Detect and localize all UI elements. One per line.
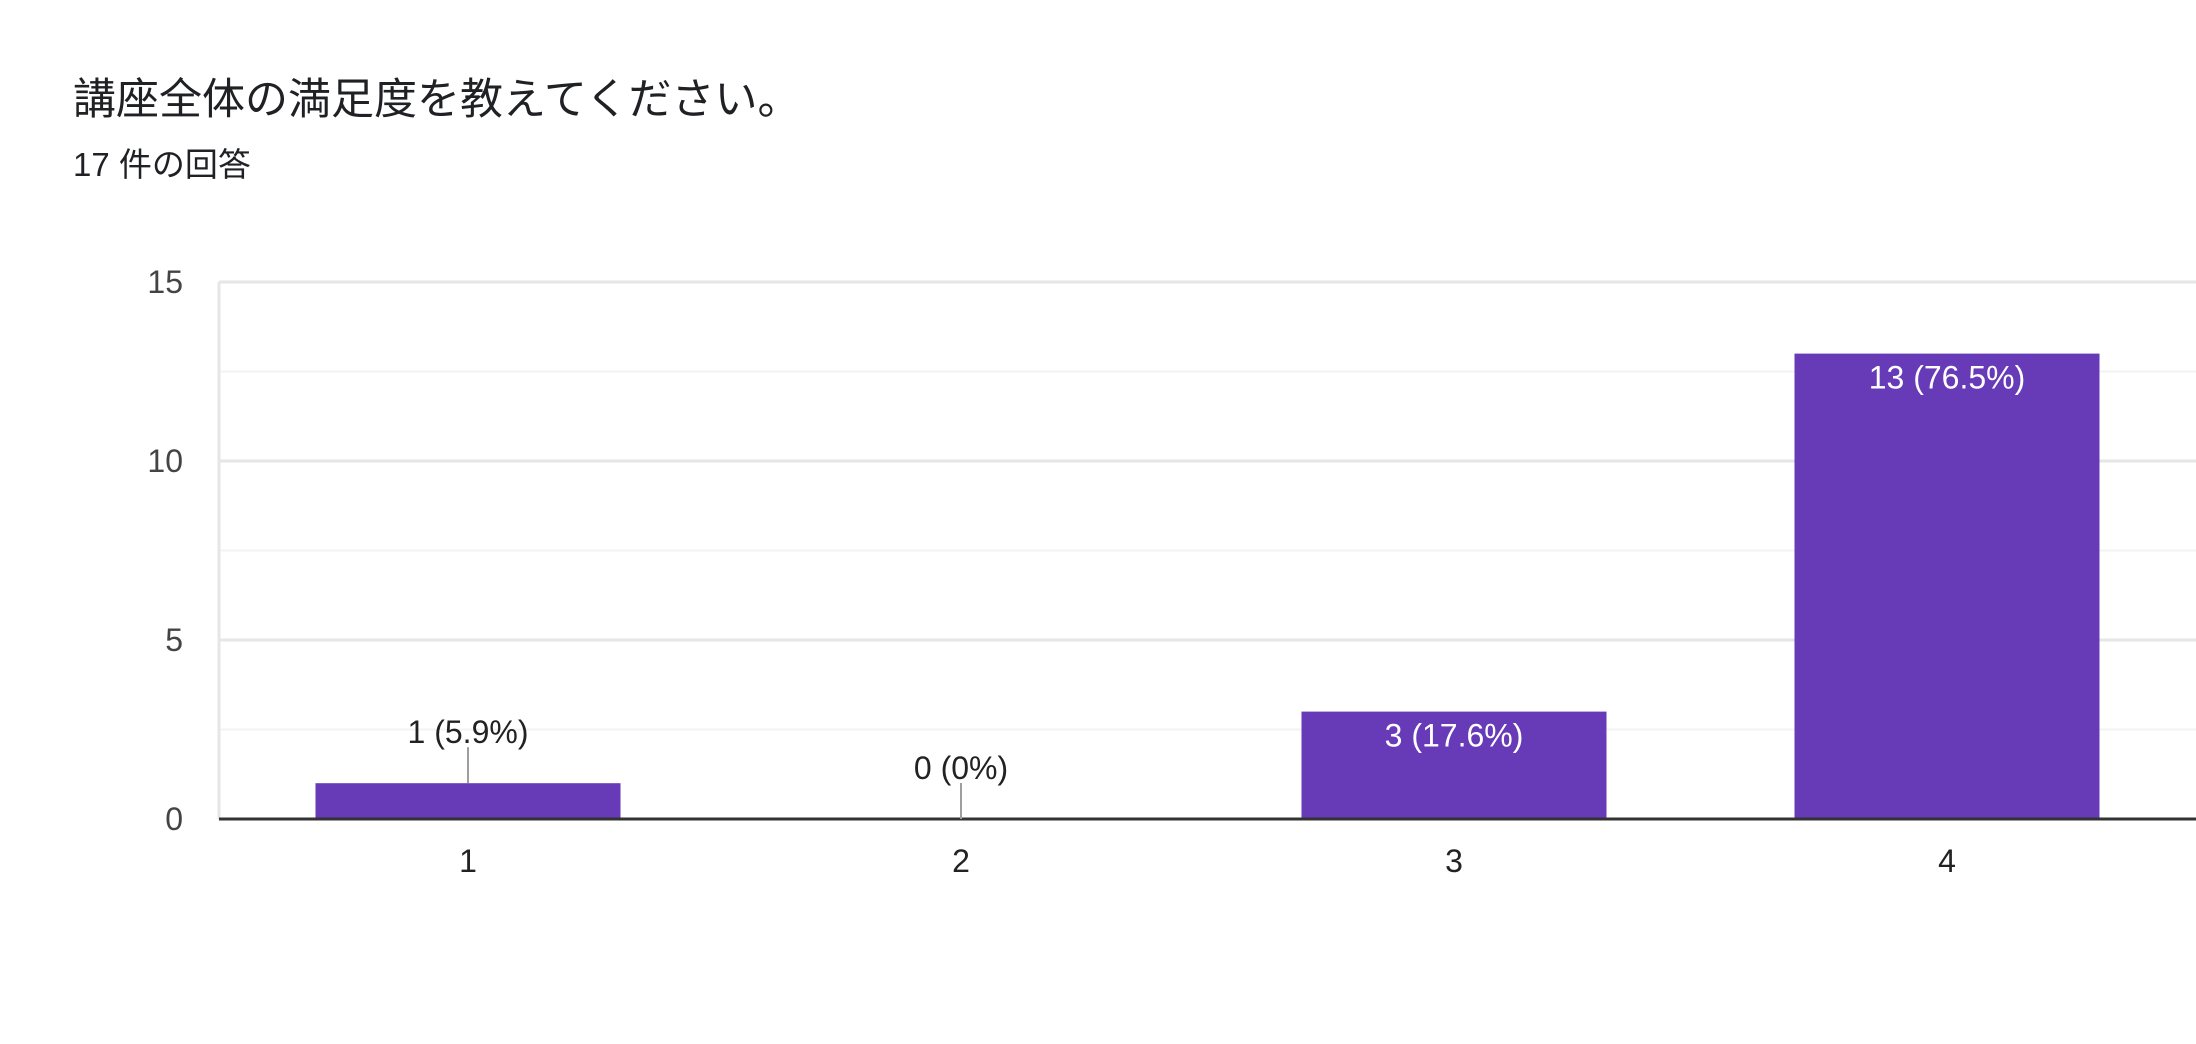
- data-label: 1 (5.9%): [408, 714, 529, 750]
- axes: 0 5 10 15 1 2 3 4: [147, 264, 2196, 879]
- data-label: 3 (17.6%): [1385, 718, 1524, 754]
- data-label: 13 (76.5%): [1869, 360, 2026, 396]
- y-tick-label: 15: [147, 264, 183, 300]
- bar: [1794, 353, 2100, 819]
- y-tick-label: 0: [165, 801, 183, 837]
- y-tick-label: 10: [147, 443, 183, 479]
- data-label: 0 (0%): [914, 750, 1008, 786]
- data-labels: 1 (5.9%) 0 (0%) 3 (17.6%) 13 (76.5%): [408, 360, 2026, 819]
- response-count: 17 件の回答: [73, 146, 251, 183]
- bar: [315, 783, 621, 819]
- bars: [315, 353, 2100, 819]
- x-tick-label: 1: [459, 843, 477, 879]
- bar: [1301, 711, 1607, 819]
- x-tick-label: 3: [1445, 843, 1463, 879]
- x-tick-label: 4: [1938, 843, 1956, 879]
- question-title: 講座全体の満足度を教えてください。: [73, 76, 801, 124]
- x-tick-label: 2: [952, 843, 970, 879]
- y-tick-label: 5: [165, 622, 183, 658]
